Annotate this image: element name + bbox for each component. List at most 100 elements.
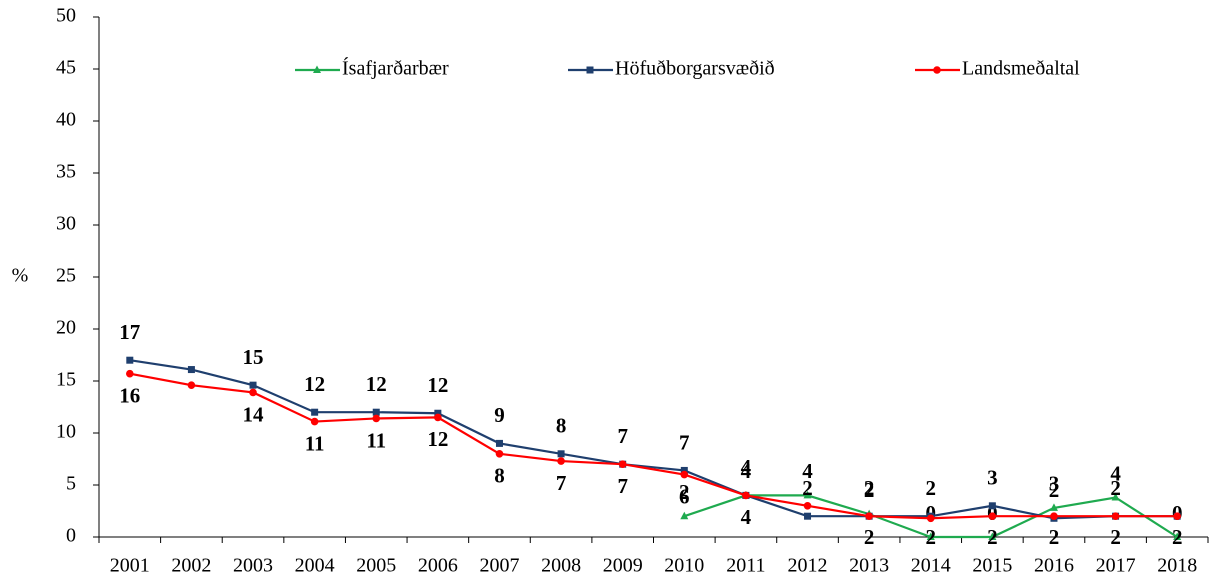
data-point [372,414,381,423]
data-point [988,502,996,510]
data-point [1049,503,1058,511]
value-label: 4 [741,455,752,479]
x-tick-label: 2005 [356,555,396,577]
x-tick-label: 2016 [1034,555,1074,577]
value-label: 14 [243,402,265,426]
data-point [988,512,997,520]
x-tick-label: 2017 [1096,555,1136,577]
data-point [187,381,196,389]
data-point [1111,512,1120,520]
data-point [1111,492,1120,501]
data-point [865,512,873,520]
value-label: 12 [427,427,448,451]
value-label: 2 [926,476,937,500]
y-tick-label: 15 [56,369,76,391]
data-point [988,532,997,540]
series-line [129,359,1178,520]
data-point [1173,532,1182,540]
data-point [926,532,935,540]
y-tick-label: 35 [56,161,76,183]
x-tick-label: 2007 [479,555,519,577]
series-line [129,372,1178,520]
data-point [618,460,627,469]
value-label: 2 [1110,476,1121,500]
value-label: 11 [305,431,325,455]
value-label: 2 [987,525,998,549]
data-point [372,408,380,416]
data-point [557,450,565,458]
x-tick-label: 2012 [788,555,828,577]
value-label: 4 [1110,461,1121,485]
y-tick-label: 10 [56,421,76,443]
value-label: 2 [864,525,875,549]
x-tick-label: 2003 [233,555,273,577]
x-tick-label: 2010 [664,555,704,577]
data-point [126,356,134,364]
y-tick-label: 25 [56,265,76,287]
y-axis-label: % [12,265,29,287]
value-label: 3 [987,466,998,490]
value-label: 8 [556,414,567,438]
data-point [310,417,319,426]
value-label: 15 [243,345,264,369]
x-tick-label: 2013 [849,555,889,577]
value-label: 12 [427,373,448,397]
y-tick-label: 45 [56,57,76,79]
legend-label: Landsmeðaltal [962,58,1080,80]
data-point [495,439,503,447]
value-label: 7 [617,474,628,498]
legend-marker [933,66,941,74]
value-label: 4 [741,505,752,529]
value-label: 2 [1049,525,1060,549]
y-tick-label: 0 [66,525,76,547]
value-label: 11 [366,428,386,452]
value-label: 7 [556,471,567,495]
x-tick-label: 2015 [972,555,1012,577]
legend-marker [586,66,594,74]
data-point [311,408,319,416]
value-label: 12 [304,372,325,396]
value-label: 7 [617,424,628,448]
legend-label: Höfuðborgarsvæðið [615,58,775,80]
data-point [126,369,134,378]
value-label: 8 [494,464,505,488]
value-label: 2 [1172,525,1183,549]
data-point [803,502,812,510]
value-label: 17 [119,320,140,344]
value-label: 2 [926,525,937,549]
value-label: 2 [802,476,813,500]
value-label: 16 [119,384,140,408]
x-tick-label: 2009 [603,555,643,577]
value-label: 3 [1049,472,1060,496]
x-tick-label: 2001 [110,555,150,577]
x-tick-label: 2008 [541,555,581,577]
x-tick-label: 2006 [418,555,458,577]
data-point [434,413,442,422]
data-point [557,457,565,465]
value-label: 9 [494,403,505,427]
y-tick-label: 5 [66,473,76,495]
value-label: 2 [1110,525,1121,549]
data-point [680,470,689,479]
y-tick-label: 20 [56,317,76,339]
data-point [249,381,257,389]
x-tick-label: 2018 [1157,555,1197,577]
data-point [434,409,442,417]
data-point [680,466,688,474]
y-tick-label: 40 [56,109,76,131]
value-label: 4 [741,459,752,483]
data-point [1173,512,1181,520]
data-point [1050,512,1058,520]
legend-label: Ísafjarðarbær [342,57,449,80]
data-point [803,490,812,499]
value-label: 7 [679,430,690,454]
data-point [495,450,504,458]
value-label: 12 [366,372,387,396]
y-tick-label: 50 [56,5,76,27]
value-label: 2 [679,480,690,504]
value-label: 6 [679,484,690,508]
legend-marker [313,65,321,73]
data-point [249,388,257,397]
value-label: 2 [864,476,875,500]
